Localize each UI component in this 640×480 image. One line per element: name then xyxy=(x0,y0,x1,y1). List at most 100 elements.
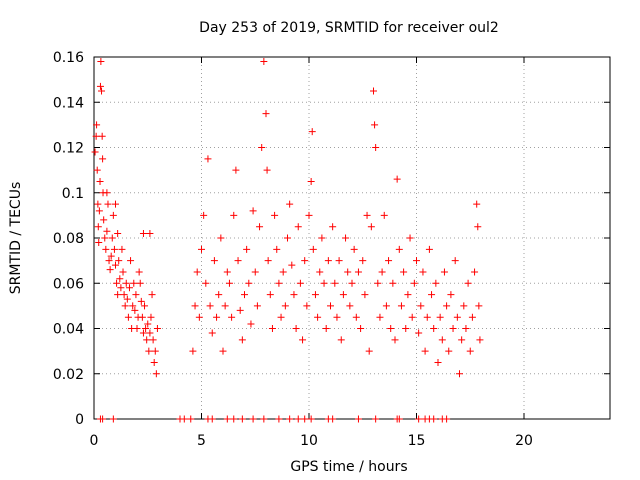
data-point xyxy=(135,268,143,276)
data-point xyxy=(112,261,119,269)
data-point xyxy=(344,268,352,276)
data-point xyxy=(230,415,238,423)
data-point xyxy=(440,268,448,276)
data-point xyxy=(430,415,438,423)
data-point xyxy=(428,291,436,299)
data-point xyxy=(225,279,233,287)
data-point xyxy=(395,415,403,423)
data-point xyxy=(333,313,341,321)
y-tick-label: 0.06 xyxy=(53,276,84,292)
data-point xyxy=(217,234,225,242)
data-point xyxy=(281,302,289,310)
data-point xyxy=(120,291,128,299)
data-point xyxy=(404,291,412,299)
data-point xyxy=(92,132,100,140)
plot-frame xyxy=(93,56,611,420)
data-point xyxy=(449,325,457,332)
x-tick-label: 5 xyxy=(197,433,206,449)
data-point xyxy=(322,325,330,332)
data-point xyxy=(202,279,210,287)
data-point xyxy=(415,329,423,337)
data-point xyxy=(443,302,451,310)
data-point xyxy=(151,347,159,355)
x-tick-label: 0 xyxy=(90,433,99,449)
data-point xyxy=(137,297,145,305)
data-point xyxy=(387,325,395,332)
data-point xyxy=(247,320,255,328)
data-point xyxy=(189,347,197,355)
data-point xyxy=(466,347,474,355)
data-point xyxy=(100,216,108,224)
data-point xyxy=(342,234,350,242)
data-point xyxy=(385,257,393,265)
data-point xyxy=(234,257,242,265)
data-point xyxy=(96,82,104,90)
data-point xyxy=(230,211,238,219)
data-point xyxy=(314,313,322,321)
data-point xyxy=(260,415,268,423)
data-point xyxy=(453,313,461,321)
data-point xyxy=(421,347,429,355)
data-point xyxy=(94,223,102,231)
data-point xyxy=(370,87,377,95)
y-tick-label: 0.08 xyxy=(53,231,84,247)
data-point xyxy=(245,279,253,287)
data-point xyxy=(305,211,313,219)
data-point xyxy=(200,211,208,219)
data-point xyxy=(228,313,236,321)
data-point xyxy=(423,313,431,321)
data-point xyxy=(275,415,283,423)
data-point xyxy=(113,279,121,287)
data-point xyxy=(413,257,420,265)
data-point xyxy=(180,415,188,423)
data-point xyxy=(114,229,122,237)
data-point xyxy=(193,268,201,276)
data-point xyxy=(286,200,294,208)
data-point xyxy=(260,58,268,66)
y-tick-label: 0.16 xyxy=(53,50,84,66)
data-point xyxy=(329,223,337,231)
data-point xyxy=(146,229,154,237)
data-point xyxy=(348,279,356,287)
data-point xyxy=(275,279,283,287)
data-point xyxy=(139,229,147,237)
data-point xyxy=(262,110,270,118)
data-point xyxy=(438,336,446,344)
data-point xyxy=(152,370,160,378)
data-point xyxy=(359,257,367,265)
data-point xyxy=(380,211,388,219)
data-point xyxy=(273,245,281,253)
y-tick-label: 0.12 xyxy=(53,141,84,157)
x-tick-label: 15 xyxy=(408,433,426,449)
data-point xyxy=(238,415,246,423)
data-point xyxy=(309,245,317,253)
data-point xyxy=(311,291,319,299)
data-point xyxy=(410,279,418,287)
data-point xyxy=(109,211,117,219)
data-point xyxy=(268,325,276,332)
data-point xyxy=(219,347,227,355)
data-point xyxy=(266,291,274,299)
data-point xyxy=(346,302,354,310)
data-point xyxy=(460,302,468,310)
data-point xyxy=(324,257,332,265)
data-point xyxy=(406,234,414,242)
data-point xyxy=(115,257,123,265)
data-point xyxy=(106,266,114,274)
data-point xyxy=(372,415,380,423)
data-point xyxy=(299,336,307,344)
data-point xyxy=(93,121,101,129)
data-point xyxy=(125,284,133,292)
data-point xyxy=(292,325,300,332)
data-point xyxy=(307,177,315,185)
data-point xyxy=(447,291,455,299)
data-point xyxy=(417,302,425,310)
data-point xyxy=(119,268,127,276)
data-point xyxy=(468,313,476,321)
data-point xyxy=(318,234,326,242)
data-point xyxy=(456,370,463,378)
data-point xyxy=(138,313,146,321)
data-point xyxy=(434,358,442,366)
data-point xyxy=(112,200,119,208)
